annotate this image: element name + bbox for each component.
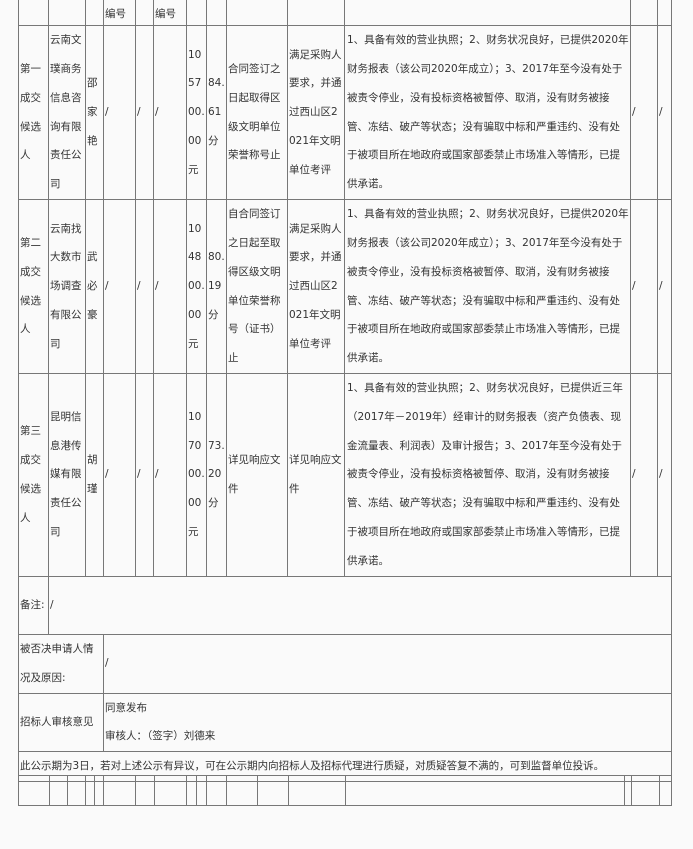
candidate-score: 73.20分 [206,373,227,577]
candidate-rank: 第二成交候选人 [18,199,49,374]
candidate-evaluation: 满足采购人要求，并通过西山区2021年文明单位考评 [287,25,345,200]
cell: / [153,199,187,374]
candidates-table: 编号 编号 第一成交候选人 云南文璞商务信息咨询有限责任公司 邵家艳 / / / … [18,0,672,782]
candidate-row: 第三成交候选人 昆明信息港传媒有限责任公司 胡瑾 / / / 1070 00.0… [18,373,672,577]
cell: / [103,199,136,374]
review-content: 同意发布审核人：（签字）刘德来 [103,692,672,753]
candidate-honor: 详见响应文件 [226,373,288,577]
review-signer: 审核人：（签字）刘德来 [105,730,216,743]
candidate-qualification: 1、具备有效的营业执照；2、财务状况良好，已提供近三年（2017年－2019年）… [344,373,631,577]
candidate-company: 云南文璞商务信息咨询有限责任公司 [48,25,86,200]
candidate-person: 武必豪 [85,199,104,374]
remark-label: 备注: [18,575,49,635]
cell: / [103,373,136,577]
candidate-company: 云南找大数市场调查有限公司 [48,199,86,374]
cell: / [630,373,658,577]
candidate-amount: 1048 00.00元 [186,199,207,374]
candidate-person: 胡瑾 [85,373,104,577]
cell: / [657,199,672,374]
cell: / [135,373,154,577]
cell: / [630,25,658,200]
empty-row-table [18,775,672,806]
empty-row [18,775,672,806]
rejected-label: 被否决申请人情况及原因: [18,633,104,694]
cell: / [657,25,672,200]
candidate-row: 第一成交候选人 云南文璞商务信息咨询有限责任公司 邵家艳 / / / 1057 … [18,25,672,200]
candidate-score: 84.61分 [206,25,227,200]
cell: / [153,25,187,200]
cell: / [103,25,136,200]
cell: / [657,373,672,577]
cell: / [135,199,154,374]
remark-row: 备注: / [18,575,672,635]
candidate-person: 邵家艳 [85,25,104,200]
review-label: 招标人审核意见 [18,692,104,753]
candidate-evaluation: 详见响应文件 [287,373,345,577]
candidate-rank: 第一成交候选人 [18,25,49,200]
header-row: 编号 编号 [18,0,672,26]
rejected-value: / [103,633,672,694]
candidate-honor: 自合同签订之日起至取得区级文明单位荣誉称号（证书）止 [226,199,288,374]
candidate-rank: 第三成交候选人 [18,373,49,577]
candidate-qualification: 1、具备有效的营业执照；2、财务状况良好，已提供2020年财务报表（该公司202… [344,199,631,374]
cell: / [153,373,187,577]
rejected-row: 被否决申请人情况及原因: / [18,633,672,694]
header-number-2: 编号 [153,0,187,26]
candidate-row: 第二成交候选人 云南找大数市场调查有限公司 武必豪 / / / 1048 00.… [18,199,672,374]
candidate-amount: 1070 00.00元 [186,373,207,577]
candidate-amount: 1057 00.00元 [186,25,207,200]
remark-value: / [48,575,672,635]
candidate-score: 80.19分 [206,199,227,374]
review-row: 招标人审核意见 同意发布审核人：（签字）刘德来 [18,692,672,753]
review-opinion: 同意发布 [105,701,147,714]
candidate-company: 昆明信息港传媒有限责任公司 [48,373,86,577]
candidate-honor: 合同签订之日起取得区级文明单位荣誉称号止 [226,25,288,200]
header-number-1: 编号 [103,0,136,26]
cell: / [630,199,658,374]
candidate-qualification: 1、具备有效的营业执照；2、财务状况良好，已提供2020年财务报表（该公司202… [344,25,631,200]
cell: / [135,25,154,200]
candidate-evaluation: 满足采购人要求，并通过西山区2021年文明单位考评 [287,199,345,374]
